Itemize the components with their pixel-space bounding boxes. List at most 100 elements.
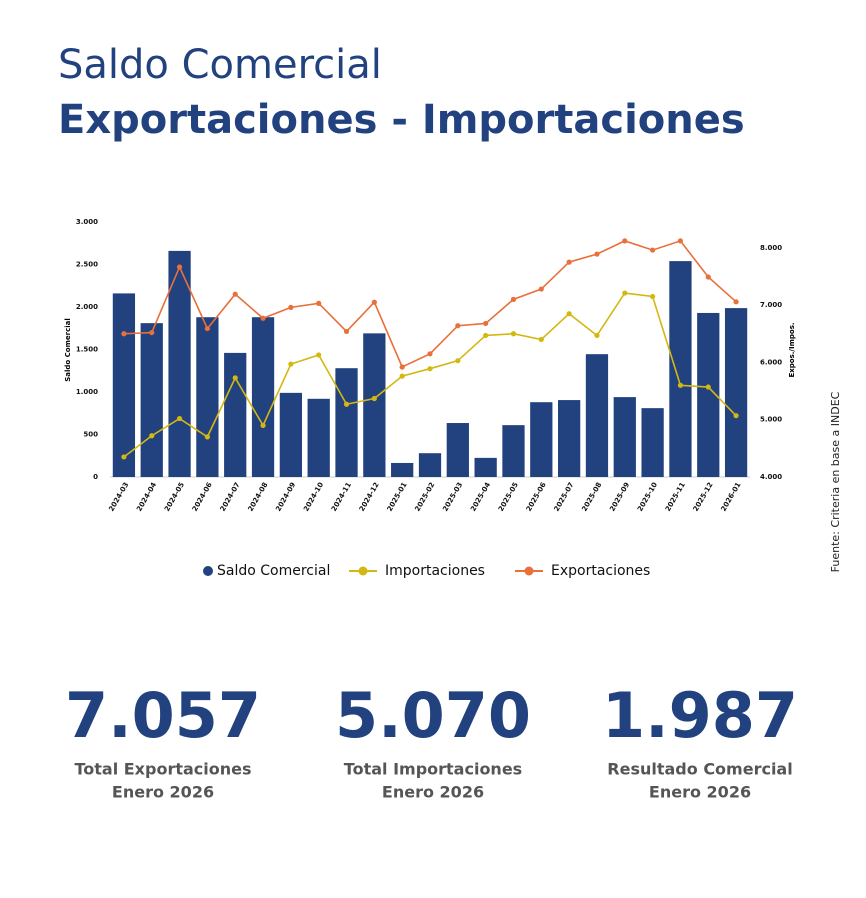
- y-tick-label: 2.500: [76, 261, 98, 269]
- x-tick-label: 2025-08: [580, 481, 603, 513]
- point: [149, 433, 155, 439]
- bar: [530, 402, 553, 477]
- stat-label: Resultado Comercial: [607, 760, 792, 779]
- bar: [669, 261, 692, 477]
- point: [650, 247, 656, 253]
- point: [483, 320, 489, 327]
- point: [343, 401, 350, 407]
- x-tick-label: 2024-04: [135, 481, 158, 513]
- x-tick-label: 2024-06: [191, 481, 214, 513]
- bar: [279, 392, 302, 477]
- point: [399, 373, 405, 379]
- x-tick-label: 2025-03: [441, 481, 464, 513]
- x-tick-label: 2026-01: [720, 481, 743, 513]
- x-tick-label: 2025-04: [469, 481, 492, 513]
- y-tick-label: 2.000: [76, 303, 98, 311]
- bar: [335, 368, 358, 477]
- x-tick-label: 2025-10: [636, 481, 659, 513]
- stat-value: 1.987: [602, 679, 798, 752]
- bar: [112, 293, 136, 477]
- point: [121, 331, 127, 337]
- point: [232, 375, 238, 381]
- legend-label: Saldo Comercial: [217, 563, 330, 579]
- point: [566, 311, 572, 317]
- y-tick-label: 0: [93, 473, 98, 481]
- point: [149, 329, 155, 336]
- bar: [251, 317, 275, 477]
- point: [204, 325, 210, 332]
- point: [455, 323, 461, 329]
- bar: [363, 333, 386, 477]
- point: [510, 331, 517, 337]
- point: [538, 286, 544, 292]
- bar: [558, 400, 581, 477]
- point: [538, 336, 544, 343]
- point: [427, 366, 433, 372]
- bar: [724, 308, 748, 477]
- point: [288, 361, 294, 367]
- stat-period: Enero 2026: [649, 783, 751, 802]
- point: [343, 328, 350, 335]
- point: [371, 299, 377, 305]
- point: [622, 290, 628, 296]
- bar: [446, 423, 469, 477]
- bar: [307, 398, 330, 477]
- legend-label: Exportaciones: [551, 563, 650, 579]
- point: [121, 454, 127, 460]
- x-tick-label: 2024-09: [274, 481, 297, 513]
- point: [705, 274, 711, 280]
- bar: [502, 425, 525, 477]
- x-tick-label: 2024-11: [330, 481, 353, 513]
- x-tick-label: 2025-12: [692, 481, 715, 513]
- point: [677, 382, 684, 388]
- x-tick-label: 2025-11: [664, 481, 687, 513]
- point: [316, 300, 322, 306]
- point: [622, 238, 628, 244]
- point: [399, 364, 405, 370]
- x-tick-label: 2024-12: [358, 481, 381, 513]
- point: [260, 315, 266, 321]
- point: [204, 434, 210, 440]
- x-tick-label: 2025-07: [553, 481, 576, 513]
- point: [288, 304, 294, 310]
- point: [427, 351, 433, 357]
- x-tick-label: 2025-05: [497, 481, 520, 513]
- point: [594, 251, 600, 257]
- bar: [474, 457, 497, 477]
- y-tick-label: 1.500: [76, 346, 98, 354]
- point: [594, 332, 600, 339]
- x-tick-label: 2024-07: [219, 481, 242, 513]
- stat-period: Enero 2026: [382, 783, 484, 802]
- x-tick-label: 2025-01: [386, 481, 409, 513]
- x-tick-label: 2024-10: [302, 481, 325, 513]
- point: [371, 395, 377, 402]
- stat-value: 7.057: [65, 679, 261, 752]
- y2-tick-label: 5.000: [760, 416, 782, 424]
- bar: [196, 317, 219, 477]
- bar: [224, 352, 247, 477]
- y-tick-label: 1.000: [76, 388, 98, 396]
- point: [316, 352, 322, 358]
- point: [176, 415, 183, 422]
- stat-label: Total Importaciones: [344, 760, 522, 779]
- point: [733, 413, 739, 419]
- y-tick-label: 500: [83, 431, 98, 439]
- x-tick-label: 2025-06: [525, 481, 548, 513]
- x-tick-label: 2025-02: [413, 481, 436, 513]
- legend-marker: [358, 566, 368, 576]
- x-tick-label: 2024-03: [107, 481, 130, 513]
- subtitle: Exportaciones - Importaciones: [58, 97, 745, 143]
- point: [566, 259, 572, 265]
- point: [650, 293, 656, 300]
- bar: [391, 462, 414, 477]
- y2-tick-label: 7.000: [760, 301, 782, 309]
- stat-label: Total Exportaciones: [74, 760, 251, 779]
- bar: [418, 453, 442, 477]
- y-axis-title: Saldo Comercial: [64, 318, 72, 382]
- point: [232, 291, 238, 297]
- point: [260, 422, 266, 429]
- point: [176, 264, 183, 270]
- x-tick-label: 2025-09: [608, 481, 631, 513]
- point: [733, 299, 739, 305]
